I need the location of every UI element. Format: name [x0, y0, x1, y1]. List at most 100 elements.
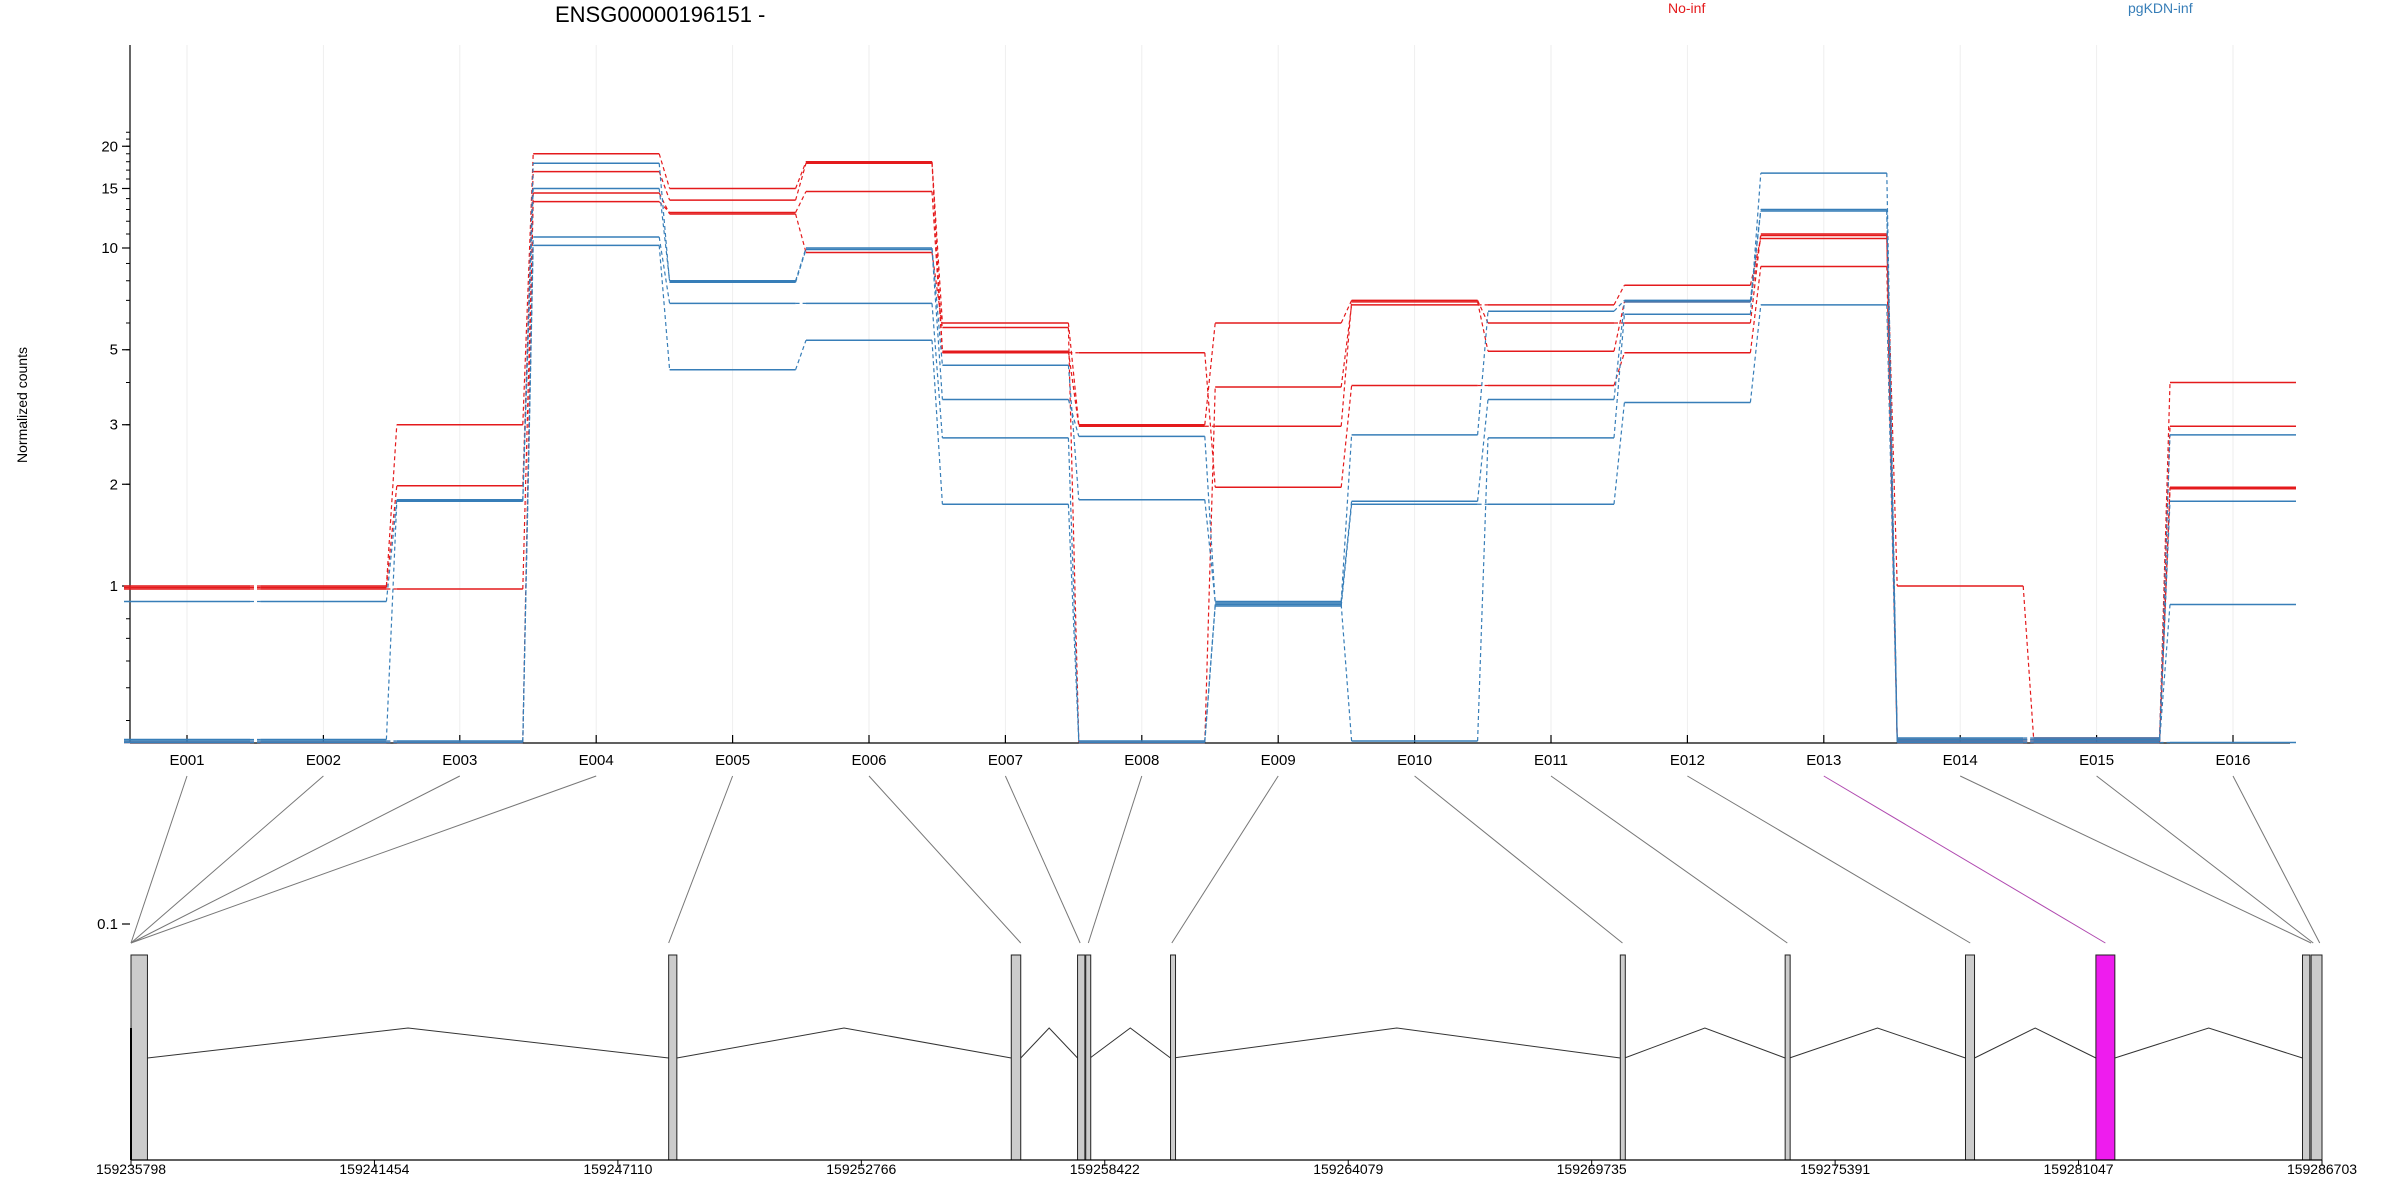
data-connector — [658, 188, 671, 281]
chart-title: ENSG00000196151 - — [555, 2, 766, 27]
data-connector — [795, 249, 807, 283]
exon-highlighted — [2095, 954, 2116, 1161]
data-connector — [2022, 585, 2035, 739]
coordinate-tick-label: 159241454 — [339, 1161, 409, 1177]
x-tick-label: E010 — [1397, 752, 1432, 769]
data-connector — [1067, 365, 1080, 500]
data-connector — [1340, 501, 1353, 604]
data-connector — [1477, 301, 1489, 352]
y-tick-label: 10 — [101, 240, 118, 257]
exon — [1964, 954, 1976, 1161]
data-connector — [1613, 402, 1625, 505]
y-tick-label: 3 — [110, 417, 118, 434]
series-pgKDN-inf-6 — [124, 162, 2296, 741]
coordinate-tick-label: 159235798 — [96, 1161, 166, 1177]
coordinate-tick-label: 159258422 — [1070, 1161, 1140, 1177]
data-connector — [795, 340, 807, 370]
series-pgKDN-inf-5 — [124, 187, 2296, 739]
data-connector — [931, 340, 943, 505]
intron-line — [1173, 1027, 1621, 1059]
data-connector — [795, 191, 807, 213]
data-connector — [1613, 284, 1625, 306]
intron-line — [1089, 1027, 1171, 1059]
data-connector — [522, 153, 534, 425]
data-connector — [1067, 327, 1080, 743]
data-connector — [1749, 210, 1762, 302]
data-connector — [1340, 385, 1353, 488]
exon-link — [668, 775, 734, 944]
data-connector — [1204, 386, 1216, 743]
x-tick-label: E013 — [1806, 752, 1841, 769]
data-connector — [931, 247, 943, 366]
data-connector — [385, 501, 398, 740]
coordinate-axis: 159235798 159241454 159247110 159252766 1592… — [96, 1159, 2357, 1177]
x-tick-label: E003 — [442, 752, 477, 769]
x-tick-label: E007 — [988, 752, 1023, 769]
data-connector — [2159, 382, 2171, 739]
data-connector — [1067, 437, 1080, 742]
y-tick-label: 20 — [101, 138, 118, 155]
coordinate-tick-label: 159275391 — [1800, 1161, 1870, 1177]
data-connector — [1613, 299, 1625, 312]
intron-line — [147, 1027, 669, 1059]
data-connector — [795, 161, 807, 189]
exon-link — [130, 775, 461, 944]
intron-line — [2114, 1027, 2303, 1059]
exon-link — [2096, 775, 2314, 944]
data-connector — [2159, 604, 2171, 742]
data-connector — [1067, 351, 1080, 427]
exon-link — [868, 775, 1022, 944]
exon-link — [130, 775, 597, 944]
data-connector — [1204, 352, 1216, 488]
data-connector — [931, 252, 943, 328]
data-connector — [1613, 301, 1625, 400]
exon — [1619, 954, 1626, 1161]
series-No-inf-2 — [124, 162, 2296, 741]
data-connector — [1613, 352, 1625, 386]
data-connector — [658, 163, 671, 283]
data-connector — [385, 485, 398, 588]
intron-line — [1624, 1027, 1786, 1059]
grid-layer — [186, 45, 2234, 743]
coordinate-tick-label: 159286703 — [2287, 1161, 2357, 1177]
series-No-inf-4 — [124, 192, 2296, 744]
y-tick-label: 0.1 — [97, 916, 118, 933]
coordinate-tick-label: 159247110 — [583, 1161, 652, 1177]
data-connector — [1749, 238, 1762, 286]
y-tick-label: 5 — [110, 342, 118, 359]
exon-link — [1959, 775, 2312, 944]
exon-link — [1004, 775, 1081, 944]
coordinate-tick-label: 159269735 — [1557, 1161, 1627, 1177]
data-connector — [1749, 304, 1762, 403]
series-pgKDN-inf-8 — [124, 244, 2296, 744]
exon — [1170, 954, 1177, 1161]
exon — [1077, 954, 1086, 1161]
intron-line — [1020, 1027, 1078, 1059]
exon-link — [1687, 775, 1971, 944]
data-connector — [1340, 504, 1353, 607]
intron-line — [676, 1027, 1012, 1059]
x-tick-label: E001 — [169, 752, 204, 769]
exon-link-highlighted — [1823, 775, 2106, 944]
x-tick-label: E002 — [306, 752, 341, 769]
data-connector — [385, 499, 398, 602]
exon — [1010, 954, 1022, 1161]
data-connector — [1340, 604, 1353, 742]
data-connector — [1067, 322, 1080, 425]
data-connector — [2159, 501, 2171, 740]
y-tick-label: 2 — [110, 476, 118, 493]
data-connector — [931, 303, 943, 438]
exon-link — [130, 775, 324, 944]
x-tick-label: E016 — [2215, 752, 2250, 769]
x-tick-label: E011 — [1534, 752, 1568, 769]
coordinate-tick-label: 159252766 — [826, 1161, 896, 1177]
legend-item-pgkdn-inf: pgKDN-inf — [2128, 0, 2193, 16]
intron-line — [1974, 1027, 2097, 1059]
x-tick-label: E015 — [2079, 752, 2114, 769]
data-connector — [1749, 266, 1762, 353]
exon — [2310, 954, 2323, 1161]
x-tick-label: E008 — [1124, 752, 1159, 769]
exon — [2302, 954, 2311, 1161]
exon — [668, 954, 678, 1161]
